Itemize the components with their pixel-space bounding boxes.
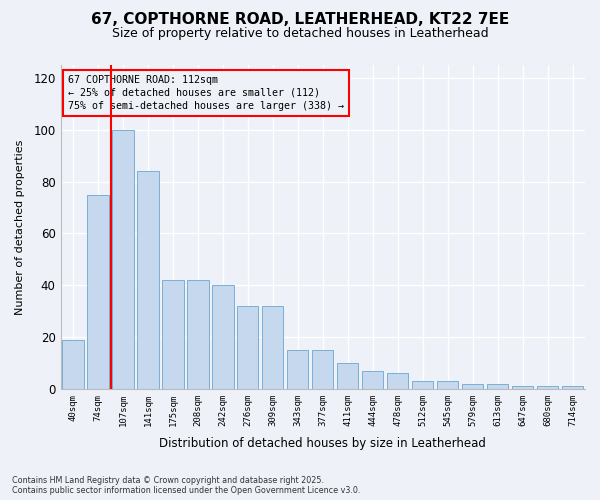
Y-axis label: Number of detached properties: Number of detached properties [15,139,25,314]
Text: 67 COPTHORNE ROAD: 112sqm
← 25% of detached houses are smaller (112)
75% of semi: 67 COPTHORNE ROAD: 112sqm ← 25% of detac… [68,74,344,111]
Bar [88,194,109,389]
Bar [387,373,409,389]
Bar [337,363,358,389]
Bar [537,386,558,389]
Bar [137,171,158,389]
Text: 67, COPTHORNE ROAD, LEATHERHEAD, KT22 7EE: 67, COPTHORNE ROAD, LEATHERHEAD, KT22 7E… [91,12,509,28]
Bar [462,384,483,389]
Bar [163,280,184,389]
Text: Contains HM Land Registry data © Crown copyright and database right 2025.
Contai: Contains HM Land Registry data © Crown c… [12,476,361,495]
X-axis label: Distribution of detached houses by size in Leatherhead: Distribution of detached houses by size … [160,437,486,450]
Bar [362,370,383,389]
Bar [312,350,334,389]
Bar [62,340,83,389]
Bar [187,280,209,389]
Bar [112,130,134,389]
Text: Size of property relative to detached houses in Leatherhead: Size of property relative to detached ho… [112,28,488,40]
Bar [237,306,259,389]
Bar [437,381,458,389]
Bar [262,306,283,389]
Bar [512,386,533,389]
Bar [487,384,508,389]
Bar [287,350,308,389]
Bar [562,386,583,389]
Bar [412,381,433,389]
Bar [212,285,233,389]
